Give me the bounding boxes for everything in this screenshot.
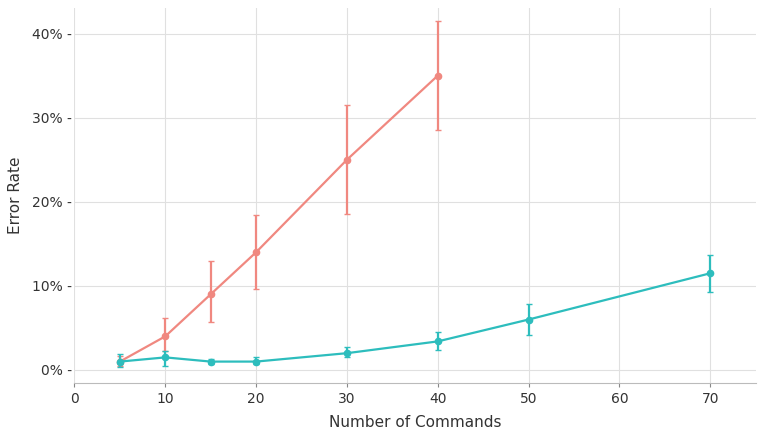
X-axis label: Number of Commands: Number of Commands (329, 415, 501, 430)
Y-axis label: Error Rate: Error Rate (8, 157, 24, 234)
